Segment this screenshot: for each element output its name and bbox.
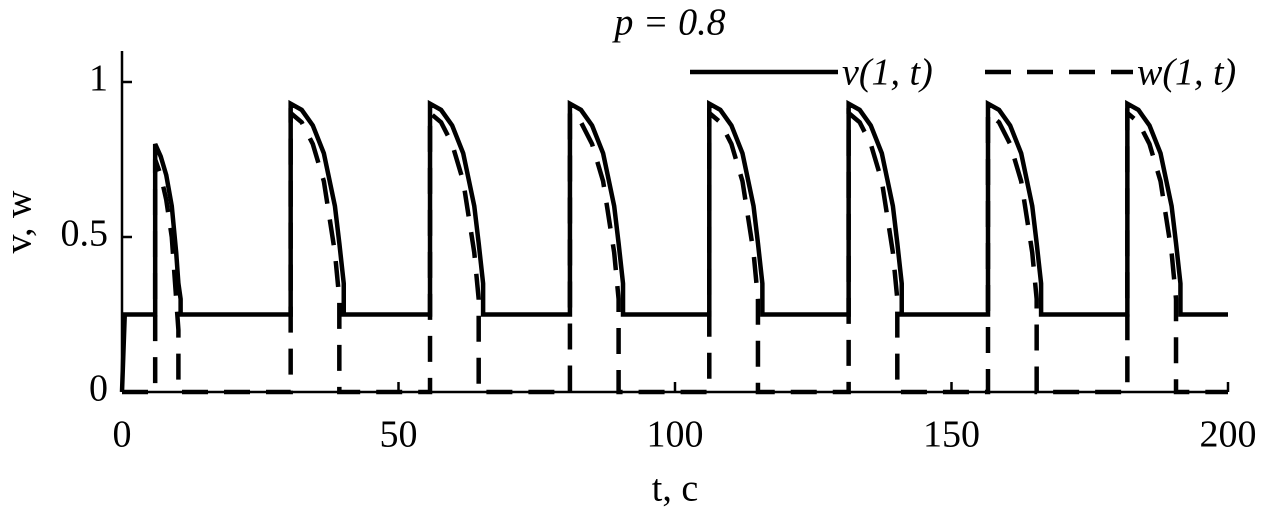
x-tick-label: 200 xyxy=(1200,414,1257,456)
line-series xyxy=(119,99,1228,393)
x-axis-label: t, c xyxy=(652,468,698,510)
x-tick-label: 50 xyxy=(380,414,418,456)
chart-title: p = 0.8 xyxy=(611,2,725,44)
x-tick-label: 0 xyxy=(113,414,132,456)
x-tick-label: 150 xyxy=(923,414,980,456)
line-series xyxy=(122,108,1228,395)
y-tick-label: 1 xyxy=(89,58,108,100)
y-tick-label: 0 xyxy=(89,368,108,410)
legend-label: w(1, t) xyxy=(1137,52,1236,94)
legend-label: v(1, t) xyxy=(842,52,933,94)
y-axis-label: v, w xyxy=(0,190,40,254)
x-tick-label: 100 xyxy=(647,414,704,456)
y-tick-label: 0.5 xyxy=(61,213,109,255)
